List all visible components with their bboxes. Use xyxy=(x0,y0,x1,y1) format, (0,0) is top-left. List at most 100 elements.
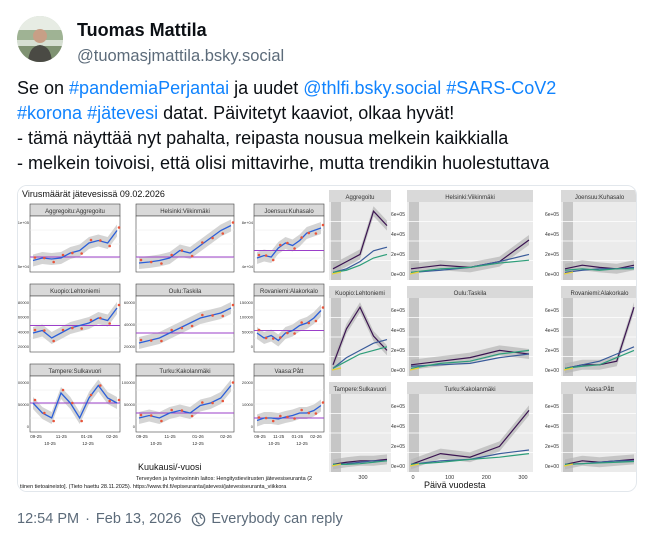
trend-line xyxy=(256,310,322,342)
y-tick-label: 40000 xyxy=(124,322,136,327)
data-point xyxy=(71,251,74,255)
panel-label: Tampere:Sulkavuori xyxy=(333,387,386,393)
x-tick-label: 02-26 xyxy=(106,434,118,439)
y-tick-label: 100000 xyxy=(240,315,254,320)
text-segment: Se on xyxy=(17,78,70,98)
y-tick-label: 4e+05 xyxy=(391,328,405,334)
y-tick-label: 150000 xyxy=(240,300,254,305)
globe-icon xyxy=(192,512,206,526)
y-tick-label: 0e+00 xyxy=(391,272,405,278)
mention-thlfi[interactable]: @thlfi.bsky.social xyxy=(303,78,442,98)
data-point xyxy=(314,319,318,323)
current-year-line xyxy=(331,463,342,467)
x-tick-label: 12-25 xyxy=(296,441,308,446)
series-line xyxy=(410,259,530,273)
confidence-ribbon xyxy=(33,224,117,267)
data-point xyxy=(149,339,153,342)
series-line xyxy=(564,346,635,369)
hashtag-jatevesi[interactable]: #jätevesi xyxy=(87,103,159,123)
current-year-line xyxy=(563,367,574,371)
current-year-line xyxy=(331,367,342,371)
y-tick-label: 6e+05 xyxy=(391,212,405,218)
current-year-line xyxy=(409,367,420,371)
data-point xyxy=(139,258,143,262)
x-tick-label: 09-25 xyxy=(136,434,148,439)
trend-line xyxy=(256,404,322,422)
confidence-ribbon xyxy=(33,302,117,344)
panel-label: Tampere:Sulkavuori xyxy=(48,369,101,375)
text-segment: ja uudet xyxy=(229,78,304,98)
panel2-1: Aggregoitu xyxy=(329,190,391,280)
trend-line xyxy=(138,385,232,419)
y-tick-label: 100000 xyxy=(18,380,30,385)
panel-strip xyxy=(561,286,636,298)
y-tick-label: 1e+05 xyxy=(18,220,30,225)
hashtag-sars-cov2[interactable]: #SARS-CoV2 xyxy=(446,78,557,98)
data-point xyxy=(80,327,83,330)
data-point xyxy=(108,244,111,248)
y-tick-label: 0e+00 xyxy=(391,464,405,470)
data-point xyxy=(170,408,173,412)
author-handle[interactable]: @tuomasjmattila.bsky.social xyxy=(77,47,285,65)
image-day-of-year[interactable]: Aggregoitu Helsinki:Viikinmäki 6e+05 4e+05 2… xyxy=(329,186,636,491)
series-line xyxy=(332,339,388,369)
series-line xyxy=(410,349,530,369)
y-tick-label: 6e+05 xyxy=(391,404,405,410)
data-point xyxy=(231,221,235,224)
data-point xyxy=(257,416,261,419)
data-point xyxy=(231,303,235,307)
media-gallery: Virusmäärät jätevesissä 09.02.2026 Aggre… xyxy=(17,185,637,492)
author-name[interactable]: Tuomas Mattila xyxy=(77,20,207,40)
panel-label: Rovaniemi:Alakorkalo xyxy=(260,289,319,295)
x-tick-label: 300 xyxy=(358,475,367,481)
y-tick-label: 50000 xyxy=(18,402,30,407)
data-point xyxy=(43,329,46,332)
data-point xyxy=(61,388,65,392)
data-point xyxy=(271,419,275,423)
data-point xyxy=(221,399,225,403)
y-tick-label: 5e+04 xyxy=(18,264,30,269)
panel2-4: Kuopio:Lehtoniemi xyxy=(329,286,391,376)
post-time[interactable]: 12:54 PM xyxy=(17,511,80,527)
y-tick-label: 2e+05 xyxy=(545,444,559,450)
panel-strip xyxy=(407,190,533,202)
panel2-6: Rovaniemi:Alakorkalo 6e+05 4e+05 2e+05 0e+00 xyxy=(545,286,636,376)
y-tick-label: 20000 xyxy=(124,344,136,349)
x-axis-label: Kuukausi/-vuosi xyxy=(138,462,202,472)
image-wastewater-trends[interactable]: Virusmäärät jätevesissä 09.02.2026 Aggre… xyxy=(18,186,328,491)
trend-line xyxy=(32,230,118,262)
avatar[interactable] xyxy=(17,16,63,62)
hashtag-pandemiaperjantai[interactable]: #pandemiaPerjantai xyxy=(69,78,230,98)
data-point xyxy=(180,249,184,252)
data-point xyxy=(80,252,83,255)
data-point xyxy=(321,223,325,227)
current-year-line xyxy=(563,271,574,275)
panel-6: Rovaniemi:Alakorkalo 150000 100000 50000 0 xyxy=(240,283,325,353)
trend-line xyxy=(32,307,118,339)
trend-line xyxy=(138,307,232,344)
post-date[interactable]: Feb 13, 2026 xyxy=(95,511,182,527)
x-tick-label: 10-25 xyxy=(268,441,280,446)
panel2-9: Vaasa:Pått 6e+05 4e+05 2e+05 0e+00 xyxy=(545,382,636,472)
y-tick-label: 0 xyxy=(27,424,30,429)
data-point xyxy=(117,398,121,402)
panel-label: Helsinki:Viikinmäki xyxy=(445,195,495,201)
series-line xyxy=(332,210,388,270)
y-tick-label: 2e+05 xyxy=(391,444,405,450)
panel-strip xyxy=(561,382,636,394)
confidence-ribbon xyxy=(411,235,529,274)
data-point xyxy=(180,326,184,330)
x-tick-label: 10-25 xyxy=(150,441,162,446)
data-point xyxy=(52,419,55,423)
hashtag-korona[interactable]: #korona xyxy=(17,103,83,123)
post-line-2: #korona #jätevesi datat. Päivitetyt kaav… xyxy=(17,101,647,126)
series-line xyxy=(564,264,635,270)
confidence-ribbon xyxy=(565,302,634,374)
wastewater-chart-grid: Virusmäärät jätevesissä 09.02.2026 Aggre… xyxy=(18,186,328,491)
series-line xyxy=(332,305,388,366)
series-line xyxy=(564,460,635,465)
series-line xyxy=(332,346,388,369)
panel-label: Oulu:Taskila xyxy=(454,291,487,297)
data-point xyxy=(43,411,46,415)
data-point xyxy=(139,413,143,417)
